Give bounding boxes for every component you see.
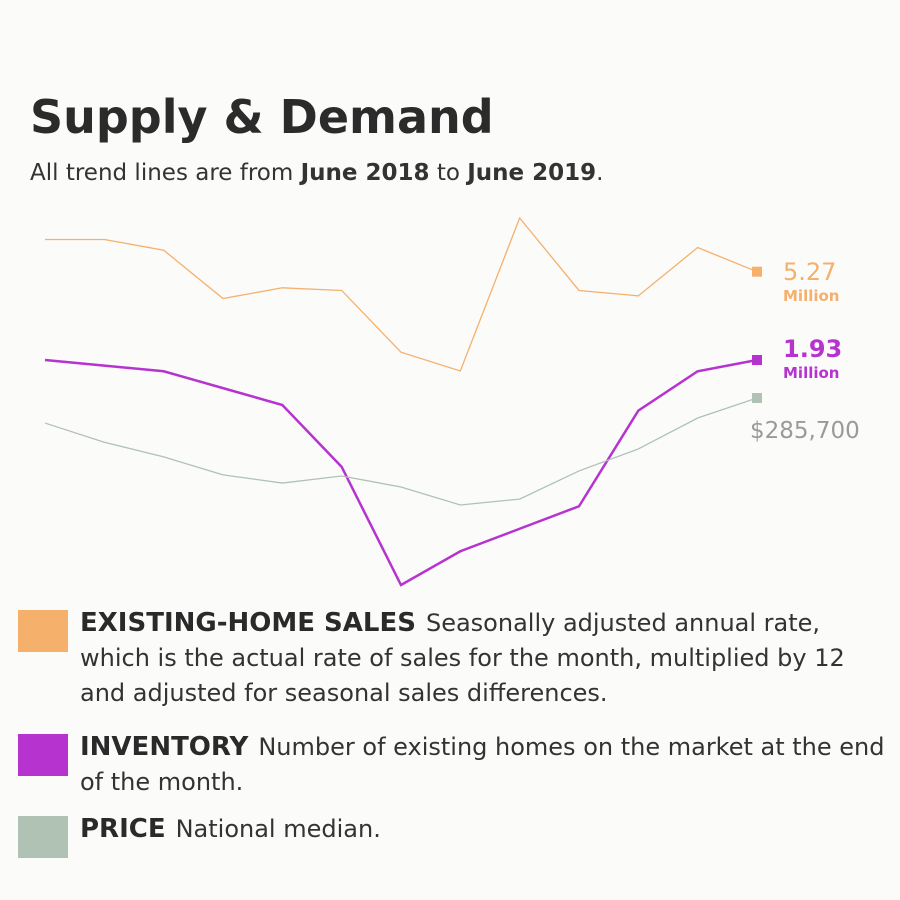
chart-title: Supply & Demand — [30, 90, 494, 144]
legend-swatch — [18, 610, 68, 652]
legend-item: EXISTING-HOME SALES Seasonally adjusted a… — [18, 606, 888, 711]
subtitle-part: to — [430, 160, 468, 186]
legend-item: INVENTORY Number of existing homes on the… — [18, 730, 888, 800]
subtitle-part: June 2019 — [465, 160, 596, 186]
legend-description: Number of existing homes on the market a… — [80, 733, 885, 796]
series-line — [45, 216, 758, 372]
end-unit-label: Million — [783, 287, 839, 305]
legend-name: EXISTING-HOME SALES — [80, 608, 416, 638]
legend-swatch — [18, 816, 68, 858]
subtitle-part: All trend lines are from — [30, 160, 301, 186]
legend-name: PRICE — [80, 814, 166, 844]
subtitle-part: June 2018 — [299, 160, 430, 186]
end-value-label: $285,700 — [750, 418, 860, 444]
end-marker — [752, 393, 762, 403]
legend-description: National median. — [175, 815, 381, 843]
end-value-label: 1.93 — [783, 335, 842, 363]
end-value-label: 5.27 — [783, 258, 836, 286]
legend-swatch — [18, 734, 68, 776]
legend-name: INVENTORY — [80, 732, 249, 762]
end-marker — [752, 266, 762, 277]
legend-item: PRICE National median. — [18, 812, 888, 858]
series-line — [44, 397, 758, 506]
legend-description: Seasonally adjusted annual rate, which i… — [80, 609, 845, 707]
chart-subtitle: All trend lines are from June 2018 to Ju… — [30, 160, 603, 186]
series-line — [44, 358, 758, 587]
chart: Supply & Demand All trend lines are from… — [30, 90, 860, 587]
end-unit-label: Million — [783, 364, 839, 382]
end-marker — [752, 355, 762, 365]
subtitle-part: . — [596, 160, 603, 186]
